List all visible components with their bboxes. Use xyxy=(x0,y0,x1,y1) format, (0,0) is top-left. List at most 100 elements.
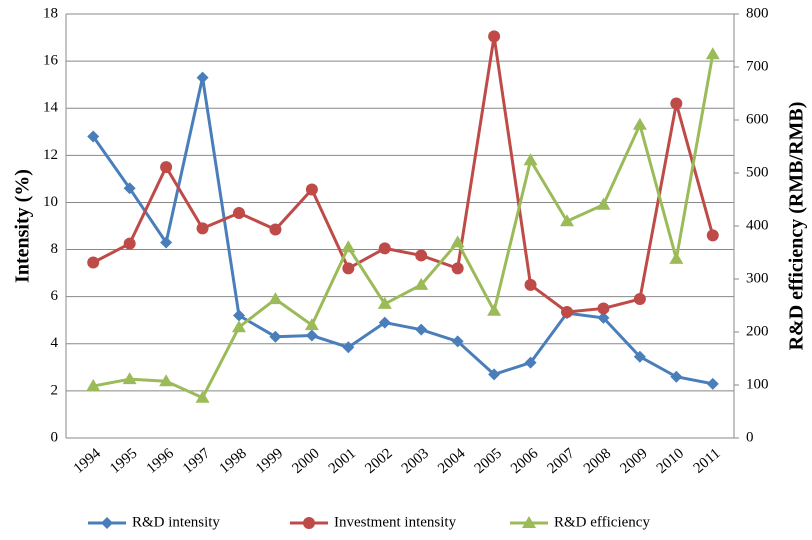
x-tick-label: 1996 xyxy=(144,445,178,477)
data-point xyxy=(304,318,319,331)
data-point xyxy=(196,222,209,235)
data-point xyxy=(341,240,356,253)
data-point xyxy=(705,47,720,60)
data-point xyxy=(669,251,684,264)
x-tick-label: 2005 xyxy=(472,445,505,477)
y2-tick-label: 200 xyxy=(746,323,769,339)
data-point xyxy=(451,335,464,348)
data-point xyxy=(706,229,719,242)
y-tick-label: 2 xyxy=(51,382,59,398)
y-tick-label: 6 xyxy=(51,288,59,304)
data-point xyxy=(269,223,282,236)
data-point xyxy=(597,302,610,315)
x-tick-label: 1998 xyxy=(217,445,250,477)
y-tick-label: 0 xyxy=(51,429,59,445)
y-tick-label: 14 xyxy=(43,100,59,116)
x-tick-label: 2008 xyxy=(581,445,614,477)
legend-marker xyxy=(303,517,315,529)
data-point xyxy=(706,377,719,390)
data-point xyxy=(159,374,174,387)
series-line xyxy=(92,54,715,400)
data-point xyxy=(633,293,646,306)
data-point xyxy=(377,296,392,309)
x-tick-label: 1997 xyxy=(180,445,214,477)
y-tick-label: 16 xyxy=(43,53,59,69)
y-axis-title: Intensity (%) xyxy=(12,169,34,283)
data-point xyxy=(196,71,209,84)
y2-tick-label: 500 xyxy=(746,164,769,180)
data-point xyxy=(670,370,683,383)
data-point xyxy=(160,161,173,174)
y2-tick-label: 300 xyxy=(746,270,769,286)
x-tick-label: 2001 xyxy=(326,445,359,477)
data-point xyxy=(596,197,611,210)
data-point xyxy=(195,390,210,403)
y2-axis-title: R&D efficiency (RMB/RMB) xyxy=(786,102,808,351)
series-line xyxy=(92,36,715,314)
data-point xyxy=(233,207,245,220)
data-point xyxy=(123,237,136,250)
y2-tick-label: 0 xyxy=(746,429,754,445)
data-point xyxy=(488,30,501,43)
data-point xyxy=(414,277,429,290)
data-point xyxy=(524,356,537,369)
x-tick-label: 1999 xyxy=(253,445,286,477)
y2-tick-label: 600 xyxy=(746,111,769,127)
data-point xyxy=(160,236,173,249)
data-point xyxy=(487,303,502,316)
data-point xyxy=(670,97,683,110)
data-point xyxy=(268,292,283,305)
x-tick-label: 2007 xyxy=(545,445,579,477)
data-point xyxy=(269,330,282,343)
x-tick-label: 2009 xyxy=(617,445,650,477)
series-line xyxy=(91,77,714,386)
y2-tick-label: 700 xyxy=(746,58,769,74)
data-point xyxy=(87,130,100,143)
y2-tick-label: 100 xyxy=(746,376,769,392)
y-tick-label: 10 xyxy=(43,194,58,210)
data-point xyxy=(561,305,573,318)
x-tick-label: 1994 xyxy=(71,445,105,477)
y-tick-label: 4 xyxy=(51,335,59,351)
legend-label: R&D efficiency xyxy=(554,514,650,530)
x-tick-label: 1995 xyxy=(107,445,140,477)
x-tick-label: 2011 xyxy=(691,445,724,476)
data-point xyxy=(378,242,391,255)
data-point xyxy=(597,311,610,324)
legend-marker xyxy=(101,517,113,529)
data-point xyxy=(342,341,355,354)
data-point xyxy=(632,117,647,130)
data-point xyxy=(415,323,428,336)
data-point xyxy=(524,278,537,291)
data-point xyxy=(450,235,465,248)
x-tick-label: 2002 xyxy=(362,445,395,477)
data-point xyxy=(560,214,574,227)
data-point xyxy=(122,372,137,385)
data-point xyxy=(523,153,538,166)
data-point xyxy=(488,368,501,381)
y2-tick-label: 800 xyxy=(746,5,769,21)
data-point xyxy=(633,350,646,363)
data-point xyxy=(123,182,136,195)
x-tick-label: 2004 xyxy=(435,445,469,477)
y-tick-label: 12 xyxy=(43,147,58,163)
x-tick-label: 2000 xyxy=(289,445,322,477)
data-point xyxy=(232,320,246,333)
x-tick-label: 2010 xyxy=(654,445,687,477)
data-point xyxy=(451,262,464,275)
y-tick-label: 18 xyxy=(43,5,58,21)
data-point xyxy=(378,316,391,329)
y2-tick-label: 400 xyxy=(746,217,769,233)
x-tick-label: 2003 xyxy=(399,445,432,477)
data-point xyxy=(233,309,245,322)
legend-marker xyxy=(522,516,536,528)
data-point xyxy=(86,379,101,392)
data-point xyxy=(87,256,100,269)
data-point xyxy=(342,262,355,275)
data-point xyxy=(305,183,318,196)
y-tick-label: 8 xyxy=(51,241,59,257)
x-tick-label: 2006 xyxy=(508,445,542,477)
legend-label: Investment intensity xyxy=(334,514,457,530)
data-point xyxy=(415,249,428,262)
